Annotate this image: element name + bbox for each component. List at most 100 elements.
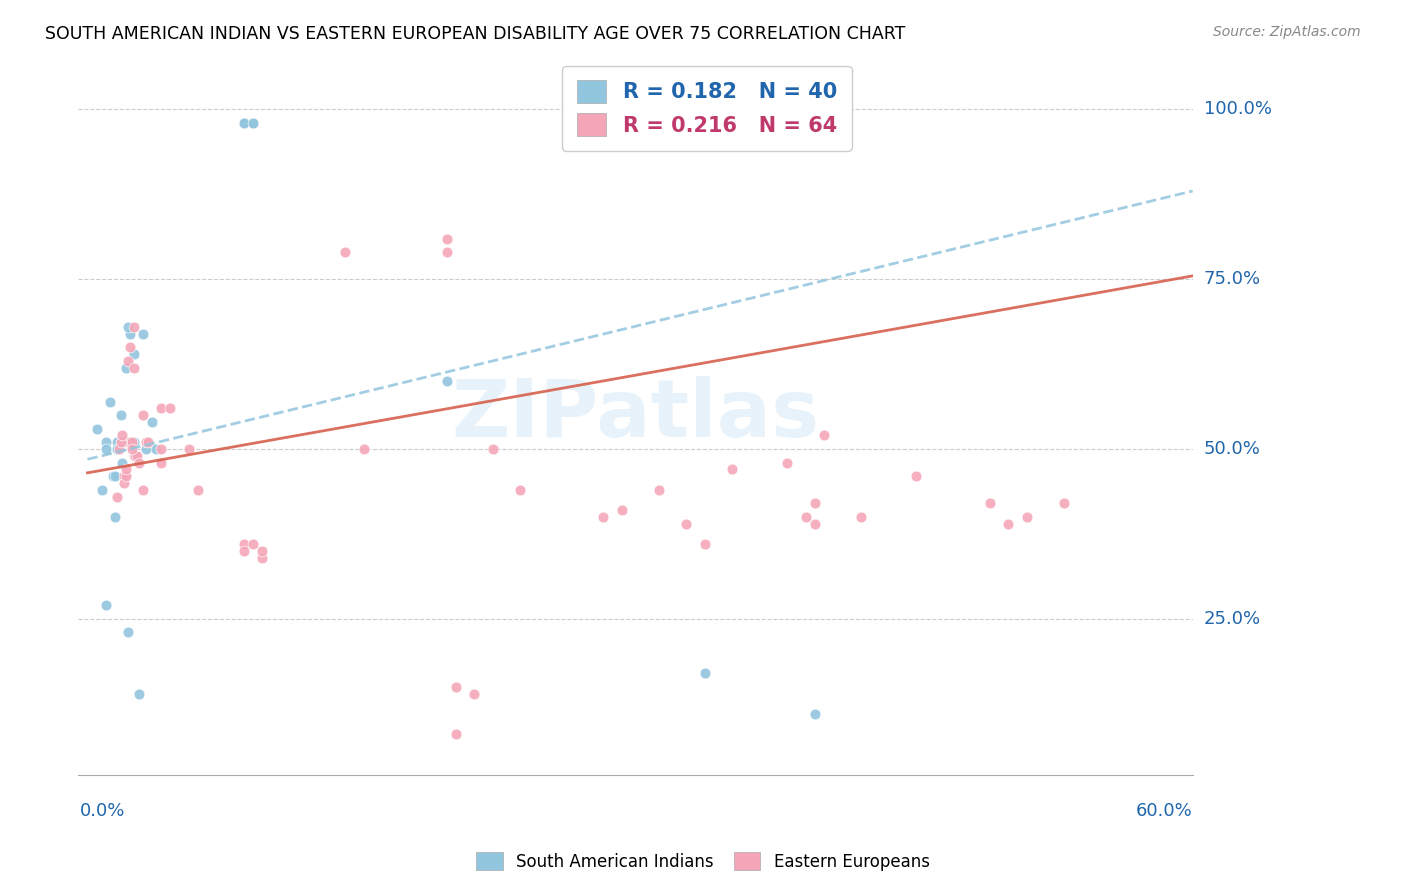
- Point: [132, 408, 155, 422]
- Point: [177, 442, 200, 456]
- Text: 100.0%: 100.0%: [1204, 101, 1272, 119]
- Point: [122, 347, 145, 361]
- Point: [187, 483, 209, 497]
- Point: [1015, 510, 1038, 524]
- Text: ZIPatlas: ZIPatlas: [451, 376, 820, 454]
- Point: [115, 435, 138, 450]
- Point: [112, 476, 135, 491]
- Point: [122, 319, 145, 334]
- Point: [103, 469, 125, 483]
- Legend: South American Indians, Eastern Europeans: South American Indians, Eastern European…: [468, 844, 938, 880]
- Point: [647, 483, 669, 497]
- Legend: R = 0.182   N = 40, R = 0.216   N = 64: R = 0.182 N = 40, R = 0.216 N = 64: [562, 65, 852, 151]
- Point: [111, 435, 134, 450]
- Point: [233, 537, 256, 551]
- Point: [128, 687, 150, 701]
- Point: [104, 469, 127, 483]
- Point: [135, 435, 157, 450]
- Point: [242, 116, 264, 130]
- Point: [242, 537, 264, 551]
- Point: [436, 231, 458, 245]
- Point: [105, 490, 128, 504]
- Point: [509, 483, 531, 497]
- Point: [115, 469, 138, 483]
- Point: [335, 245, 357, 260]
- Point: [94, 435, 117, 450]
- Point: [804, 496, 827, 510]
- Point: [233, 116, 256, 130]
- Point: [481, 442, 503, 456]
- Text: Source: ZipAtlas.com: Source: ZipAtlas.com: [1213, 25, 1361, 39]
- Point: [94, 442, 117, 456]
- Point: [124, 449, 146, 463]
- Point: [122, 449, 145, 463]
- Point: [997, 516, 1019, 531]
- Point: [1053, 496, 1076, 510]
- Point: [776, 456, 799, 470]
- Point: [117, 435, 139, 450]
- Point: [112, 469, 135, 483]
- Point: [117, 353, 139, 368]
- Point: [905, 469, 928, 483]
- Point: [110, 435, 132, 450]
- Point: [159, 401, 181, 416]
- Point: [121, 435, 143, 450]
- Point: [849, 510, 872, 524]
- Point: [117, 435, 139, 450]
- Point: [105, 442, 128, 456]
- Point: [112, 435, 135, 450]
- Text: 60.0%: 60.0%: [1136, 802, 1192, 821]
- Point: [233, 116, 256, 130]
- Point: [242, 116, 264, 130]
- Text: 75.0%: 75.0%: [1204, 270, 1261, 288]
- Point: [107, 442, 129, 456]
- Point: [104, 510, 127, 524]
- Point: [675, 516, 697, 531]
- Point: [721, 462, 744, 476]
- Point: [115, 462, 138, 476]
- Point: [610, 503, 633, 517]
- Point: [118, 326, 141, 341]
- Point: [150, 401, 173, 416]
- Point: [794, 510, 817, 524]
- Point: [444, 727, 467, 741]
- Point: [436, 245, 458, 260]
- Point: [124, 449, 146, 463]
- Point: [118, 435, 141, 450]
- Point: [111, 428, 134, 442]
- Point: [233, 544, 256, 558]
- Point: [127, 449, 149, 463]
- Point: [105, 435, 128, 450]
- Point: [463, 687, 485, 701]
- Point: [444, 680, 467, 694]
- Point: [693, 666, 716, 681]
- Point: [132, 483, 155, 497]
- Point: [110, 435, 132, 450]
- Point: [118, 340, 141, 354]
- Point: [132, 326, 155, 341]
- Point: [110, 408, 132, 422]
- Text: 25.0%: 25.0%: [1204, 610, 1261, 628]
- Point: [436, 374, 458, 388]
- Text: 0.0%: 0.0%: [80, 802, 125, 821]
- Point: [121, 442, 143, 456]
- Point: [98, 394, 121, 409]
- Point: [122, 435, 145, 450]
- Point: [150, 456, 173, 470]
- Point: [117, 319, 139, 334]
- Point: [353, 442, 375, 456]
- Point: [252, 550, 274, 565]
- Point: [115, 435, 138, 450]
- Point: [94, 599, 117, 613]
- Point: [122, 360, 145, 375]
- Point: [693, 537, 716, 551]
- Point: [136, 435, 159, 450]
- Point: [118, 435, 141, 450]
- Point: [813, 428, 835, 442]
- Point: [804, 516, 827, 531]
- Text: 50.0%: 50.0%: [1204, 440, 1261, 458]
- Point: [804, 706, 827, 721]
- Point: [117, 625, 139, 640]
- Point: [135, 442, 157, 456]
- Point: [91, 483, 114, 497]
